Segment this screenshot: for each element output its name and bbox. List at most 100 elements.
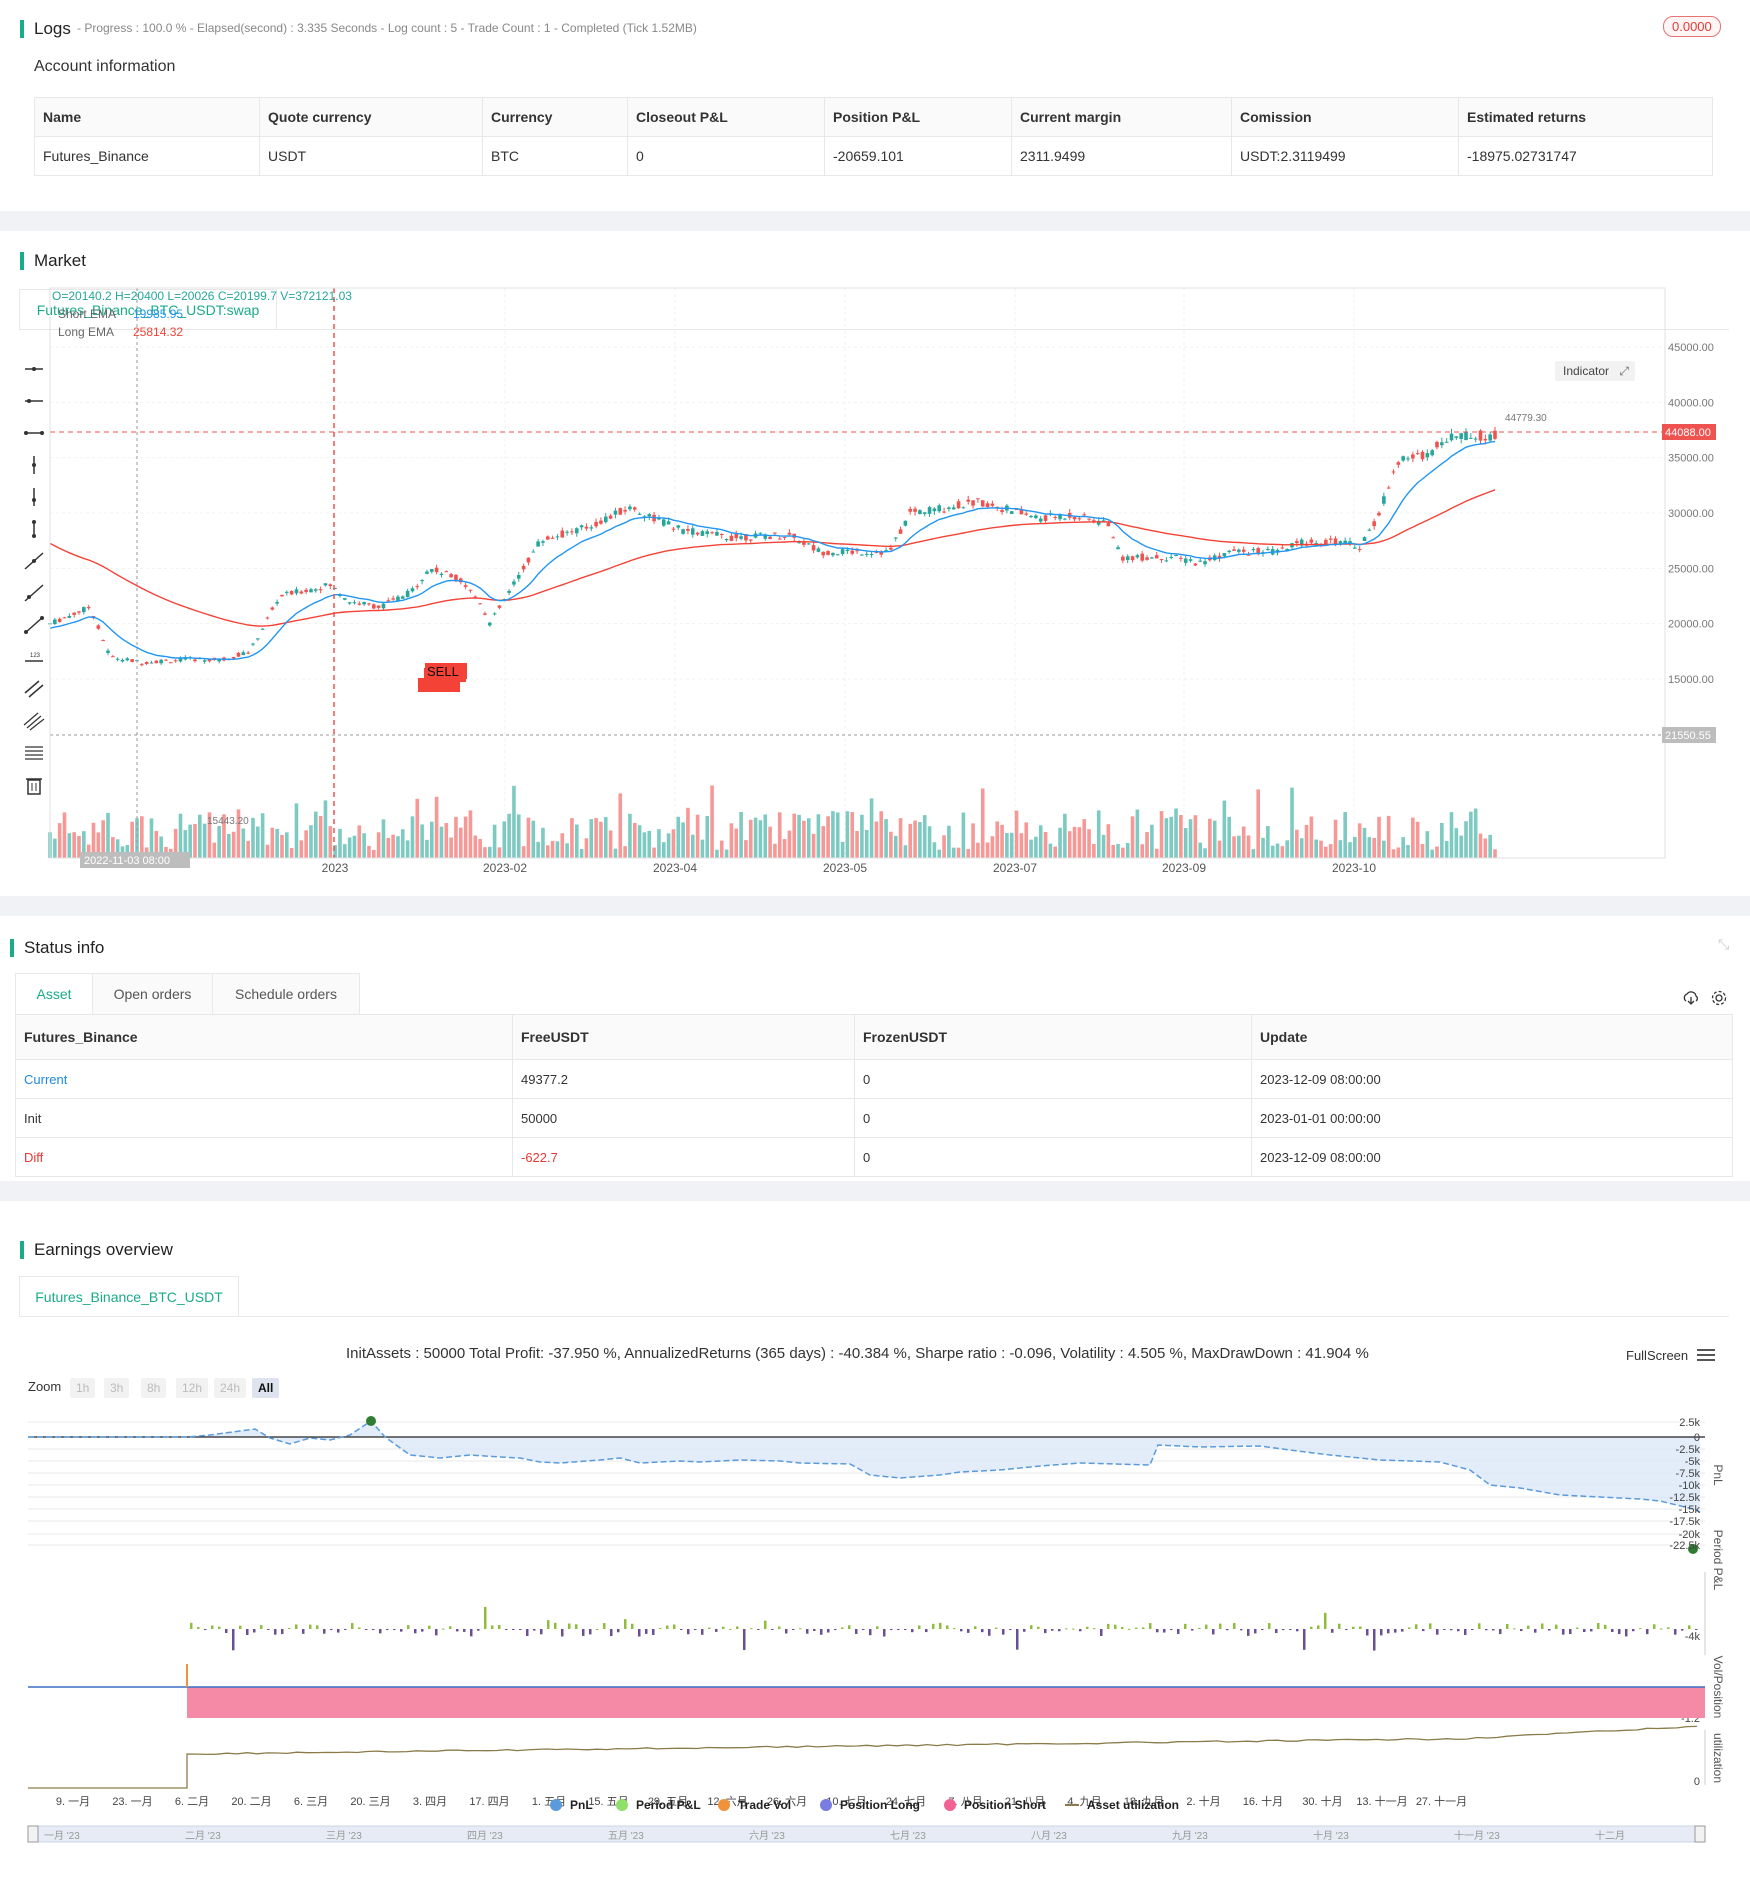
period-pnl-bar: [764, 1620, 767, 1629]
zoom-3h-button[interactable]: 3h: [104, 1378, 130, 1398]
volume-bar: [1227, 816, 1231, 858]
period-pnl-bar: [484, 1606, 487, 1629]
time-tick-label: 2023: [322, 861, 349, 875]
volume-bar: [1082, 819, 1087, 858]
candle-body: [405, 590, 410, 597]
period-pnl-bar: [1632, 1629, 1635, 1632]
price-tick-label: 25000.00: [1668, 563, 1714, 575]
cloud-download-icon[interactable]: [1682, 990, 1700, 1006]
channel-tool-icon[interactable]: [22, 711, 46, 731]
fibonacci-lines-tool-icon[interactable]: [22, 743, 46, 763]
volume-bar: [381, 819, 386, 858]
tab-schedule-orders[interactable]: Schedule orders: [212, 973, 360, 1014]
collapse-icon[interactable]: ⤡: [1718, 936, 1730, 952]
horizontal-segment-tool-icon[interactable]: [22, 423, 46, 443]
menu-icon[interactable]: [1697, 1348, 1715, 1362]
volume-bar: [1488, 834, 1492, 858]
candle-body: [1227, 550, 1231, 553]
candle-body: [357, 603, 362, 605]
horizontal-ray-tool-icon[interactable]: [22, 391, 46, 411]
volume-bar: [773, 843, 777, 858]
status-panel: Status info ⤡ Asset Open orders Schedule…: [0, 916, 1750, 1181]
earnings-chart[interactable]: 2.5k0-2.5k-5k-7.5k-10k-12.5k-15k-17.5k-2…: [0, 1400, 1750, 1899]
period-pnl-bar: [442, 1628, 445, 1630]
account-col-currency: Currency: [482, 97, 628, 137]
market-chart[interactable]: SELL 45000.00 40000.00 35000.00 30000.00 250…: [0, 231, 1750, 896]
tab-earnings-symbol[interactable]: Futures_Binance_BTC_USDT: [19, 1276, 239, 1317]
gear-icon[interactable]: [1710, 989, 1728, 1007]
zoom-all-button[interactable]: All: [252, 1378, 280, 1398]
period-pnl-bar: [701, 1629, 704, 1635]
volume-bar: [603, 817, 608, 858]
tab-asset[interactable]: Asset: [15, 973, 93, 1014]
volume-bar: [1449, 812, 1454, 858]
volume-bar: [647, 830, 652, 858]
candle-body: [1454, 436, 1459, 438]
candle-body: [1406, 458, 1410, 460]
vertical-ray-tool-icon[interactable]: [22, 487, 46, 507]
volume-bar: [574, 824, 579, 858]
ray-tool-icon[interactable]: [22, 583, 46, 603]
period-pnl-bar: [491, 1625, 494, 1629]
candle-body: [1459, 433, 1463, 439]
expand-icon: ⤢: [1619, 364, 1630, 378]
volume-bar: [913, 820, 917, 858]
svg-text:123: 123: [30, 653, 41, 659]
volume-bar: [681, 822, 685, 858]
candle-body: [951, 507, 956, 510]
volume-bar: [903, 845, 908, 858]
period-pnl-bar: [561, 1629, 564, 1637]
period-pnl-bar: [1198, 1627, 1201, 1629]
candle-body: [922, 512, 927, 514]
zoom-1h-button[interactable]: 1h: [70, 1378, 96, 1398]
vertical-segment-tool-icon[interactable]: [22, 519, 46, 539]
period-pnl-bar: [1415, 1624, 1418, 1629]
candle-body: [1430, 450, 1434, 456]
period-pnl-bar: [274, 1629, 277, 1635]
period-pnl-bar: [1275, 1629, 1278, 1634]
volume-bar: [1208, 818, 1212, 858]
horizontal-line-tool-icon[interactable]: [22, 359, 46, 379]
volume-bar: [652, 847, 656, 858]
table-row: Diff -622.7 0 2023-12-09 08:00:00: [15, 1137, 1733, 1177]
tab-open-orders[interactable]: Open orders: [92, 973, 213, 1014]
candle-body: [77, 611, 81, 613]
vertical-line-tool-icon[interactable]: [22, 455, 46, 475]
crosshair-date-text: 2022-11-03 08:00: [84, 855, 170, 867]
candle-body: [507, 590, 511, 593]
period-pnl-bar: [400, 1629, 403, 1632]
candle-body: [487, 622, 492, 626]
candle-body: [1082, 514, 1087, 516]
navigator-handle-left[interactable]: [27, 1825, 39, 1843]
candle-body: [1188, 559, 1193, 561]
earnings-legend[interactable]: PnL Period P&L Trade Vol Position Long Posit…: [550, 1798, 1179, 1812]
volume-bar: [270, 827, 275, 858]
sell-marker-back: [418, 678, 460, 692]
navigator-handle-right[interactable]: [1694, 1825, 1706, 1843]
tab-market-symbol[interactable]: Futures_Binance_BTC_USDT:swap: [19, 289, 277, 330]
fullscreen-button[interactable]: FullScreen: [1626, 1348, 1689, 1363]
candle-body: [1285, 549, 1289, 552]
asset-cell: 2023-12-09 08:00:00: [1251, 1059, 1733, 1099]
volume-bar: [1164, 818, 1169, 858]
zoom-24h-button[interactable]: 24h: [214, 1378, 247, 1398]
candle-body: [173, 660, 178, 662]
candle-body: [686, 528, 690, 531]
logs-title: Logs: [20, 20, 71, 38]
volume-bar: [908, 823, 913, 858]
price-line-tool-icon[interactable]: 123: [22, 647, 46, 667]
account-col-closeout: Closeout P&L: [627, 97, 825, 137]
trend-line-tool-icon[interactable]: [22, 551, 46, 571]
indicator-button[interactable]: Indicator ⤢: [1555, 361, 1636, 381]
candle-body: [671, 528, 676, 530]
volume-bar: [1053, 846, 1058, 858]
zoom-8h-button[interactable]: 8h: [141, 1378, 167, 1398]
candle-body: [874, 551, 879, 553]
period-pnl-bar: [1548, 1629, 1551, 1631]
period-pnl-bar: [722, 1626, 725, 1629]
candle-body: [1377, 512, 1381, 516]
segment-tool-icon[interactable]: [22, 615, 46, 635]
zoom-12h-button[interactable]: 12h: [176, 1378, 209, 1398]
trash-icon[interactable]: [22, 775, 46, 795]
parallel-line-tool-icon[interactable]: [22, 679, 46, 699]
